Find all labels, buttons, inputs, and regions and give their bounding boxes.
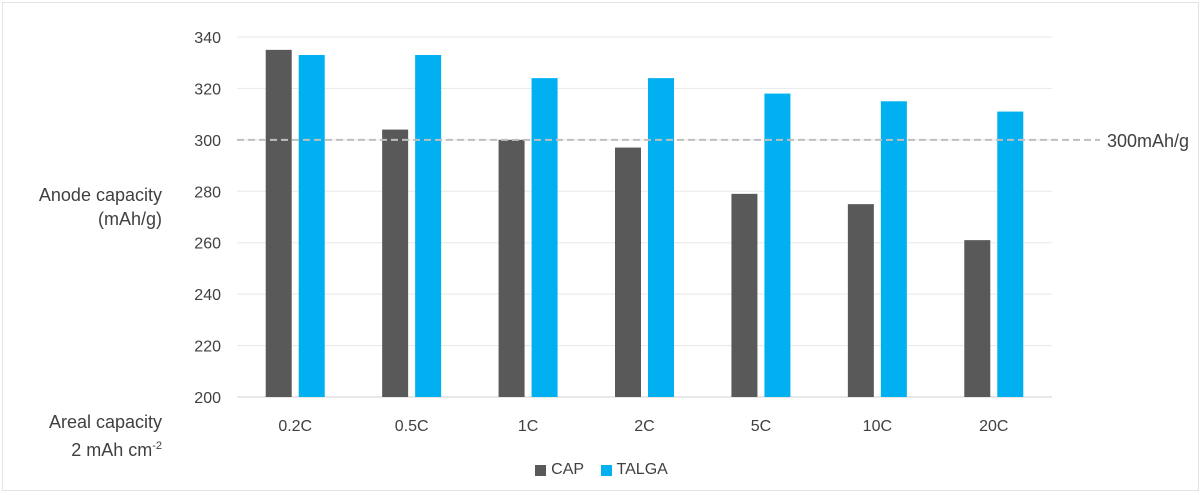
areal-capacity-line2: 2 mAh cm-2 (14, 434, 162, 462)
legend-swatch-talga (600, 464, 612, 476)
areal-capacity-note: Areal capacity 2 mAh cm-2 (14, 410, 162, 462)
y-axis-label-line1: Anode capacity (38, 185, 162, 205)
bar-talga-0-5c (415, 55, 442, 397)
reference-line-label: 300mAh/g (1107, 131, 1190, 151)
areal-capacity-line1: Areal capacity (48, 412, 162, 432)
bar-talga-2c (648, 78, 674, 398)
bar-cap-0-5c (382, 129, 409, 398)
legend: CAP TALGA (0, 461, 1203, 481)
bar-talga-20c (997, 111, 1024, 398)
x-tick-label: 10C (863, 418, 892, 435)
legend-item-talga: TALGA (600, 461, 668, 479)
bar-cap-10c (847, 204, 874, 397)
y-tick-label: 280 (194, 184, 221, 201)
x-tick-label: 1C (518, 418, 538, 435)
y-tick-labels: 200 220 240 260 280 300 320 340 (194, 30, 221, 407)
y-tick-label: 240 (194, 287, 221, 304)
x-tick-label: 20C (979, 418, 1008, 435)
bar-cap-20c (964, 240, 991, 397)
bar-cap-0-2c (265, 49, 292, 397)
areal-capacity-exponent: -2 (152, 440, 162, 452)
x-tick-labels: 0.2C 0.5C 1C 2C 5C 10C 20C (278, 418, 1008, 435)
gridlines (237, 36, 1052, 398)
bar-cap-2c (615, 147, 641, 397)
legend-item-cap: CAP (535, 461, 584, 479)
bar-talga-0-2c (298, 55, 325, 397)
y-axis-label: Anode capacity (mAh/g) (14, 183, 162, 231)
legend-label-talga: TALGA (616, 461, 668, 478)
y-axis-label-line2: (mAh/g) (97, 209, 162, 229)
bar-talga-1c (531, 78, 558, 398)
bar-cap-5c (731, 193, 758, 397)
y-tick-label: 200 (194, 390, 221, 407)
y-tick-label: 300 (194, 133, 221, 150)
bar-talga-5c (764, 93, 791, 398)
bars (265, 49, 1024, 398)
bar-cap-1c (498, 139, 525, 397)
x-tick-label: 5C (751, 418, 771, 435)
legend-label-cap: CAP (551, 461, 585, 478)
legend-swatch-cap (535, 464, 547, 476)
x-tick-label: 0.2C (278, 418, 312, 435)
x-tick-label: 0.5C (395, 418, 429, 435)
y-tick-label: 340 (194, 30, 221, 47)
areal-capacity-value: 2 mAh cm (71, 440, 153, 460)
y-tick-label: 320 (194, 81, 221, 98)
y-tick-label: 260 (194, 236, 221, 253)
x-tick-label: 2C (634, 418, 654, 435)
bar-talga-10c (880, 101, 907, 398)
y-tick-label: 220 (194, 339, 221, 356)
